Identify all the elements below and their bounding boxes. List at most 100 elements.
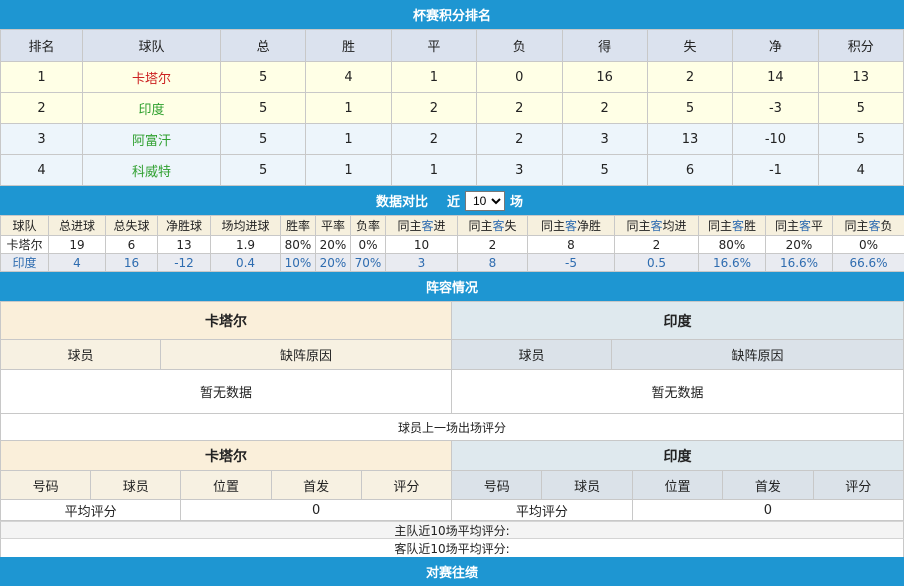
- lineup-header-row: 球员 缺阵原因: [1, 340, 452, 370]
- team-cell: 阿富汗: [83, 124, 221, 155]
- stat-cell: 2: [477, 124, 562, 155]
- team-link-kuwait[interactable]: 科威特: [132, 165, 171, 180]
- team-link-afghanistan[interactable]: 阿富汗: [132, 134, 171, 149]
- standings-row-2: 2 印度 5 1 2 2 2 5 -3 5: [1, 93, 904, 124]
- cmp-cell: 70%: [351, 254, 386, 272]
- ratings-home-team-title: 卡塔尔: [0, 440, 452, 470]
- lineup-home-team-title: 卡塔尔: [0, 301, 452, 339]
- ratings-average-row: 平均评分 0: [452, 500, 904, 521]
- matches-label: 场: [510, 191, 523, 210]
- average-rating-label: 平均评分: [452, 500, 633, 521]
- rank-cell: 1: [1, 62, 83, 93]
- stat-cell: 2: [562, 93, 647, 124]
- lineup-empty-row: 暂无数据: [452, 370, 904, 414]
- stat-cell: 1: [306, 155, 391, 186]
- col-header-gd: 净: [733, 30, 818, 62]
- cmp-team-cell: 卡塔尔: [1, 236, 49, 254]
- cmp-cell: 16.6%: [699, 254, 766, 272]
- ratings-home-table: 号码 球员 位置 首发 评分 平均评分 0: [0, 470, 452, 521]
- standings-row-4: 4 科威特 5 1 1 3 5 6 -1 4: [1, 155, 904, 186]
- cmp-col-sv-goals-for: 同主客进: [386, 216, 458, 236]
- col-header-absence-reason: 缺阵原因: [161, 340, 452, 370]
- standings-header-row: 排名 球队 总 胜 平 负 得 失 净 积分: [1, 30, 904, 62]
- cmp-cell: 0%: [833, 236, 904, 254]
- stat-cell: 4: [306, 62, 391, 93]
- stat-cell: 5: [221, 155, 306, 186]
- col-header-position: 位置: [181, 471, 271, 500]
- cmp-cell: 6: [106, 236, 158, 254]
- comparison-table: 球队 总进球 总失球 净胜球 场均进球 胜率 平率 负率 同主客进 同主客失 同…: [0, 215, 904, 272]
- away-avg-rating-line: 客队近10场平均评分:: [0, 539, 904, 557]
- cmp-cell: 19: [49, 236, 106, 254]
- stat-cell: 13: [818, 62, 903, 93]
- team-link-india[interactable]: 印度: [138, 103, 164, 118]
- stat-cell: 0: [477, 62, 562, 93]
- stat-cell: 5: [221, 62, 306, 93]
- cmp-cell: 1.9: [211, 236, 281, 254]
- col-header-draw: 平: [391, 30, 476, 62]
- average-rating-value: 0: [181, 500, 452, 521]
- stat-cell: 5: [562, 155, 647, 186]
- recent-label: 近: [447, 191, 460, 210]
- rank-cell: 2: [1, 93, 83, 124]
- stat-cell: 6: [647, 155, 732, 186]
- cmp-cell: 3: [386, 254, 458, 272]
- cmp-cell: 2: [458, 236, 528, 254]
- cmp-cell: 0.4: [211, 254, 281, 272]
- ratings-away-team-title: 印度: [451, 440, 904, 470]
- stat-cell: 1: [306, 93, 391, 124]
- ratings-section-label: 球员上一场出场评分: [0, 414, 904, 440]
- stat-cell: 5: [647, 93, 732, 124]
- cmp-cell: -5: [528, 254, 615, 272]
- team-cell: 印度: [83, 93, 221, 124]
- lineup-title: 阵容情况: [426, 277, 478, 296]
- cmp-cell: 4: [49, 254, 106, 272]
- stat-cell: 4: [818, 155, 903, 186]
- head-to-head-title: 对赛往绩: [426, 562, 478, 581]
- lineup-home-table: 球员 缺阵原因 暂无数据: [0, 339, 452, 414]
- stat-cell: 2: [391, 93, 476, 124]
- comparison-title: 数据对比: [376, 191, 428, 210]
- cmp-cell: 66.6%: [833, 254, 904, 272]
- cmp-col-loss-rate: 负率: [351, 216, 386, 236]
- col-header-win: 胜: [306, 30, 391, 62]
- stat-cell: 5: [818, 93, 903, 124]
- cmp-col-sv-loss-rate: 同主客负: [833, 216, 904, 236]
- stat-cell: -10: [733, 124, 818, 155]
- stat-cell: 2: [391, 124, 476, 155]
- cmp-col-sv-goal-diff: 同主客净胜: [528, 216, 615, 236]
- col-header-pts: 积分: [818, 30, 903, 62]
- cmp-col-goal-diff: 净胜球: [158, 216, 211, 236]
- col-header-number: 号码: [452, 471, 542, 500]
- ratings-away-panel: 印度 号码 球员 位置 首发 评分 平均评分 0: [451, 440, 904, 521]
- average-rating-value: 0: [632, 500, 903, 521]
- cmp-col-sv-goals-against: 同主客失: [458, 216, 528, 236]
- cmp-col-draw-rate: 平率: [316, 216, 351, 236]
- lineup-section-header: 阵容情况: [0, 272, 904, 301]
- cmp-cell: 80%: [699, 236, 766, 254]
- lineup-away-panel: 印度 球员 缺阵原因 暂无数据: [451, 301, 904, 414]
- ratings-area: 卡塔尔 号码 球员 位置 首发 评分 平均评分 0 印度: [0, 440, 904, 521]
- col-header-rating: 评分: [361, 471, 451, 500]
- stat-cell: 3: [477, 155, 562, 186]
- col-header-gf: 得: [562, 30, 647, 62]
- lineup-empty-row: 暂无数据: [1, 370, 452, 414]
- cmp-cell: 8: [528, 236, 615, 254]
- cmp-col-sv-avg-goals: 同主客均进: [615, 216, 699, 236]
- rank-cell: 4: [1, 155, 83, 186]
- stat-cell: 1: [306, 124, 391, 155]
- stat-cell: 2: [477, 93, 562, 124]
- stat-cell: 1: [391, 155, 476, 186]
- stat-cell: 1: [391, 62, 476, 93]
- stat-cell: 5: [221, 93, 306, 124]
- team-link-qatar[interactable]: 卡塔尔: [132, 72, 171, 87]
- col-header-rank: 排名: [1, 30, 83, 62]
- col-header-ga: 失: [647, 30, 732, 62]
- cmp-cell: 16: [106, 254, 158, 272]
- recent-matches-select[interactable]: 10: [465, 191, 505, 211]
- col-header-starter: 首发: [723, 471, 813, 500]
- standings-section-header: 杯赛积分排名: [0, 0, 904, 29]
- cmp-cell: 20%: [766, 236, 833, 254]
- cmp-cell: 80%: [281, 236, 316, 254]
- cmp-cell: -12: [158, 254, 211, 272]
